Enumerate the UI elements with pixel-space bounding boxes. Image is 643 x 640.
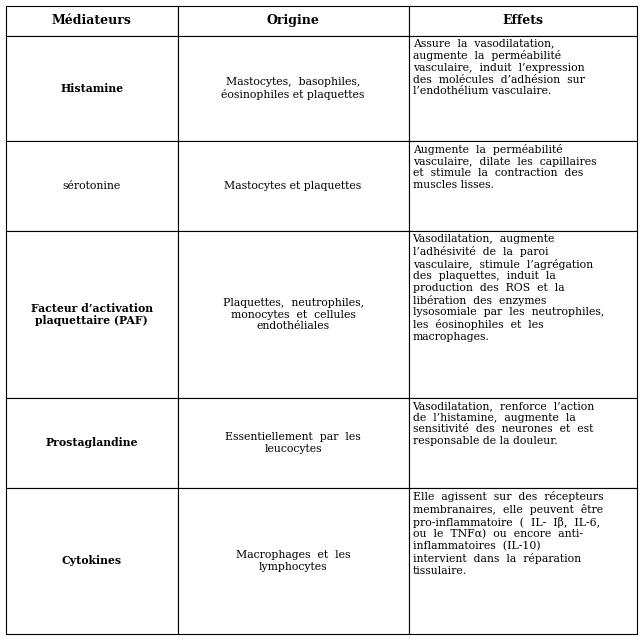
Text: Essentiellement  par  les
leucocytes: Essentiellement par les leucocytes (225, 432, 361, 454)
Text: Macrophages  et  les
lymphocytes: Macrophages et les lymphocytes (236, 550, 350, 572)
Bar (6, 36, 177, 141)
Bar (408, 231, 637, 398)
Text: Prostaglandine: Prostaglandine (46, 438, 138, 449)
Bar (177, 6, 408, 36)
Text: Mastocytes et plaquettes: Mastocytes et plaquettes (224, 181, 362, 191)
Text: Augmente  la  perméabilité
vasculaire,  dilate  les  capillaires
et  stimule  la: Augmente la perméabilité vasculaire, dil… (413, 144, 596, 190)
Bar (408, 36, 637, 141)
Text: Elle  agissent  sur  des  récepteurs
membranaires,  elle  peuvent  être
pro-infl: Elle agissent sur des récepteurs membran… (413, 491, 603, 576)
Bar (177, 36, 408, 141)
Bar (6, 231, 177, 398)
Bar (177, 488, 408, 634)
Bar (177, 141, 408, 231)
Text: Médiateurs: Médiateurs (52, 14, 132, 28)
Text: Histamine: Histamine (60, 83, 123, 94)
Bar (177, 231, 408, 398)
Bar (6, 488, 177, 634)
Bar (408, 398, 637, 488)
Text: Vasodilatation,  renforce  l’action
de  l’histamine,  augmente  la
sensitivité  : Vasodilatation, renforce l’action de l’h… (413, 401, 595, 445)
Bar (6, 398, 177, 488)
Bar (6, 141, 177, 231)
Bar (408, 6, 637, 36)
Bar (408, 141, 637, 231)
Text: Vasodilatation,  augmente
l’adhésivité  de  la  paroi
vasculaire,  stimule  l’ag: Vasodilatation, augmente l’adhésivité de… (413, 234, 604, 342)
Text: Origine: Origine (267, 14, 320, 28)
Text: Mastocytes,  basophiles,
éosinophiles et plaquettes: Mastocytes, basophiles, éosinophiles et … (221, 77, 365, 100)
Bar (408, 488, 637, 634)
Bar (177, 398, 408, 488)
Text: Effets: Effets (502, 14, 543, 28)
Bar (6, 6, 177, 36)
Text: Assure  la  vasodilatation,
augmente  la  perméabilité
vasculaire,  induit  l’ex: Assure la vasodilatation, augmente la pe… (413, 38, 584, 96)
Text: sérotonine: sérotonine (62, 181, 121, 191)
Text: Cytokines: Cytokines (62, 556, 122, 566)
Text: Facteur d’activation
plaquettaire (PAF): Facteur d’activation plaquettaire (PAF) (31, 303, 153, 326)
Text: Plaquettes,  neutrophiles,
monocytes  et  cellules
endothéliales: Plaquettes, neutrophiles, monocytes et c… (222, 298, 364, 331)
